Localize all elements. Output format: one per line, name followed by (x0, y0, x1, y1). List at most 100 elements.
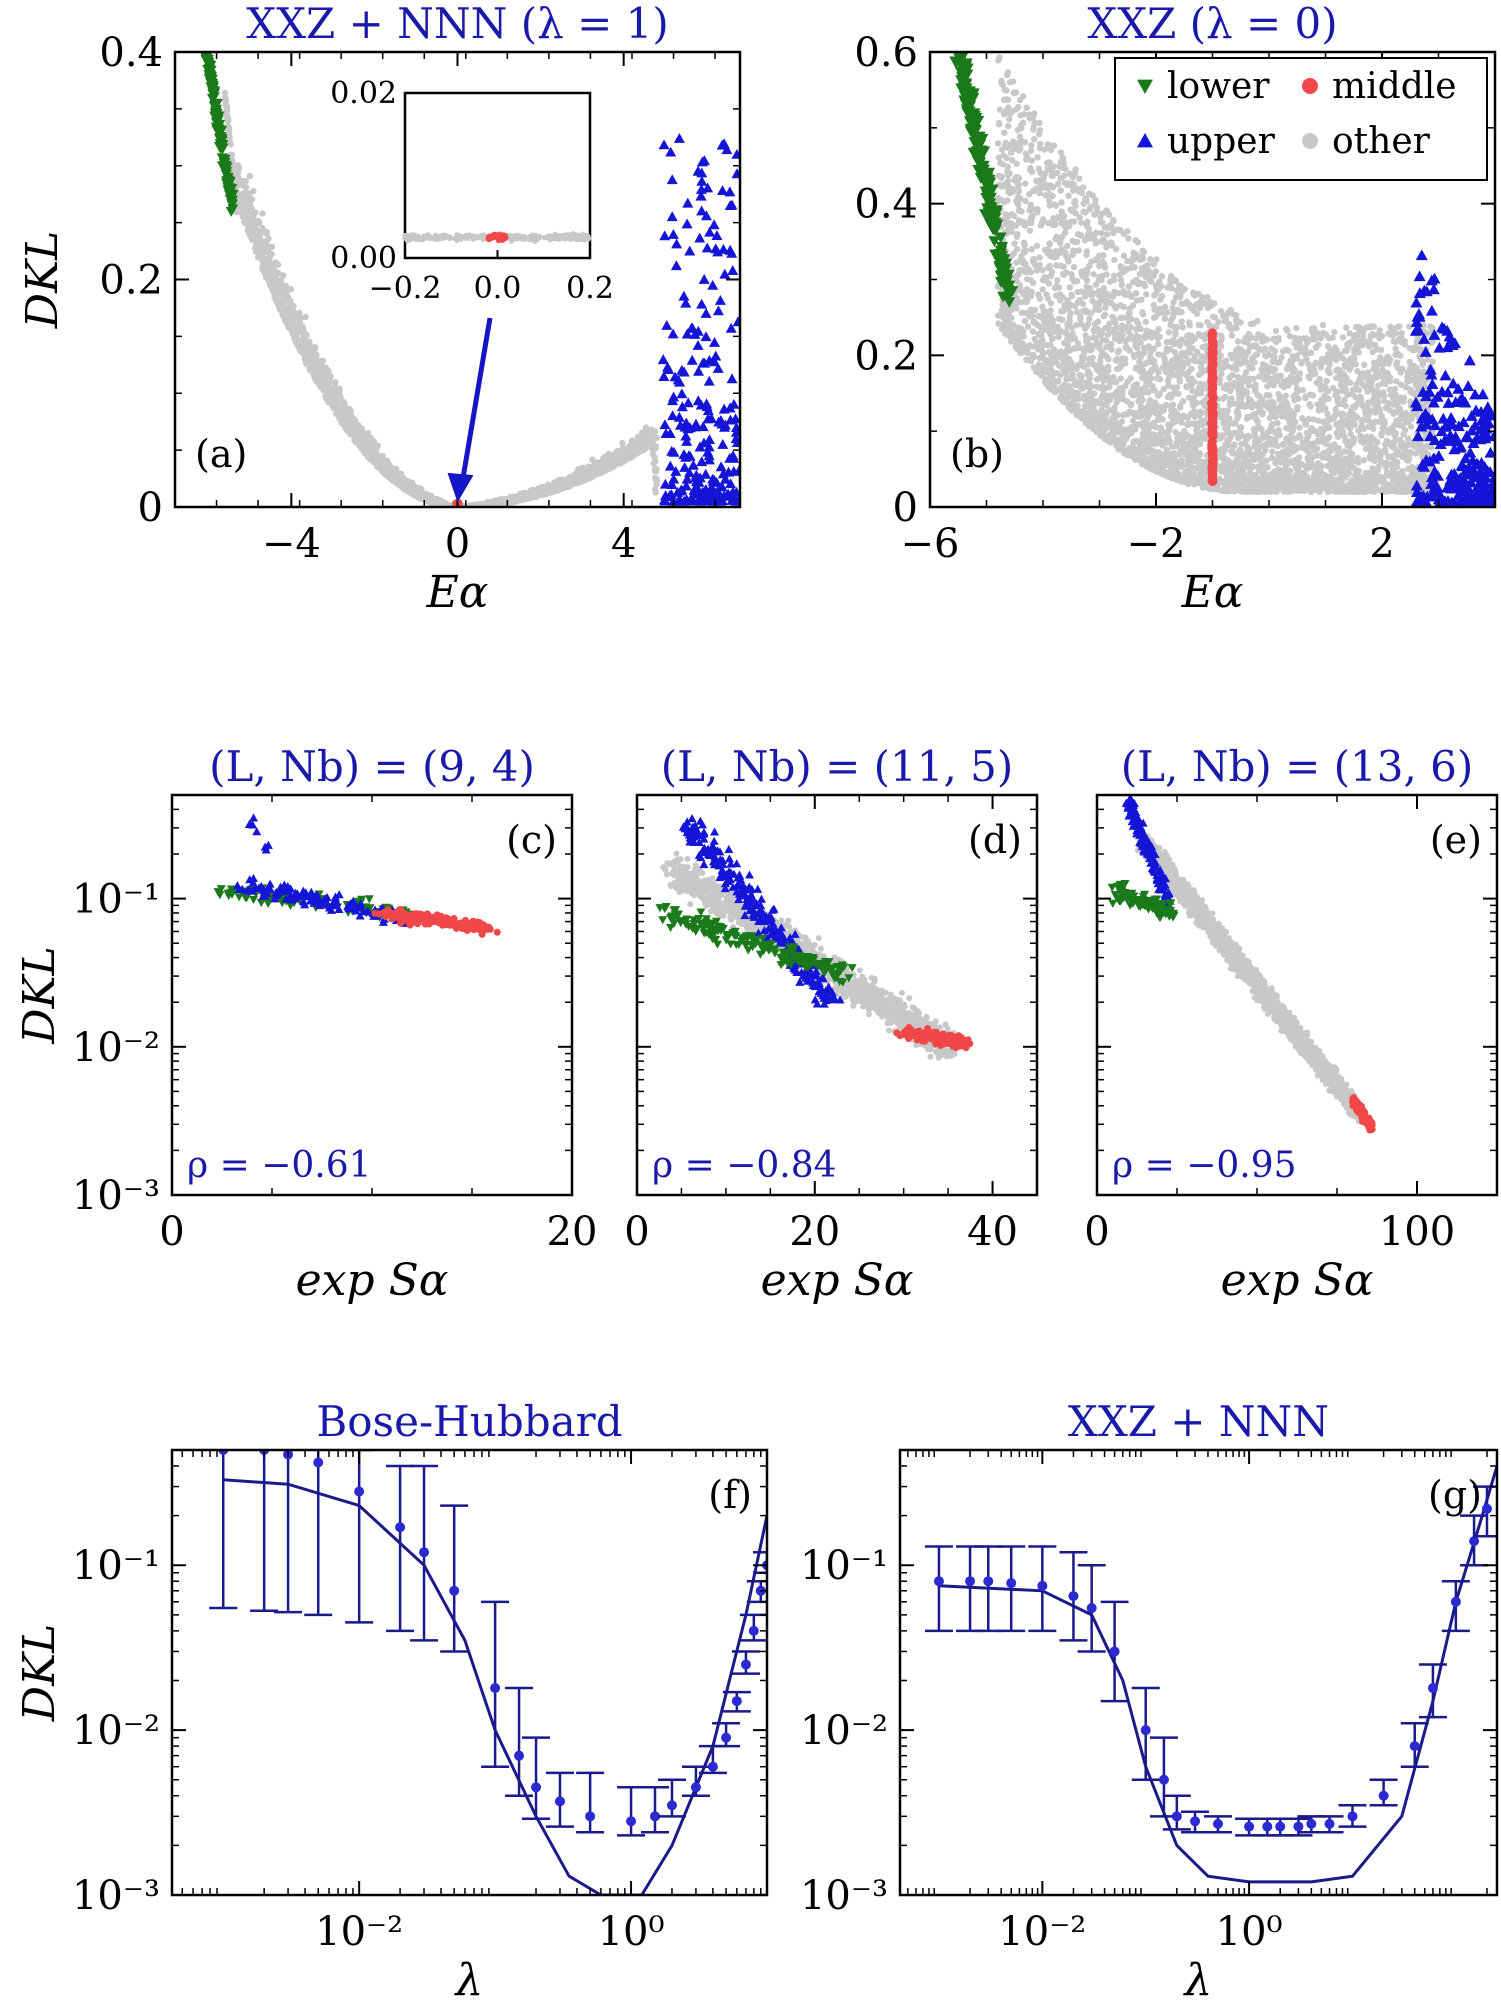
other-point (250, 187, 257, 195)
upper-point (712, 305, 724, 316)
other-point (1268, 345, 1275, 352)
inset-other-point (412, 236, 419, 242)
panel-label: (a) (195, 432, 247, 476)
other-point (625, 453, 633, 461)
upper-point (686, 354, 698, 365)
other-point (648, 436, 655, 443)
other-point (280, 291, 287, 299)
upper-point (727, 450, 739, 461)
y-axis-label: DKL (17, 231, 68, 329)
other-point (1331, 328, 1338, 336)
other-point (324, 369, 331, 376)
upper-point (721, 144, 733, 155)
panel-title: XXZ + NNN (λ = 1) (246, 0, 668, 48)
upper-point (689, 421, 701, 432)
other-point (345, 412, 352, 419)
upper-point (659, 230, 671, 241)
other-point (1030, 135, 1038, 143)
other-point (1039, 286, 1046, 293)
other-point (1139, 311, 1147, 318)
other-point (1196, 440, 1204, 448)
other-point (1028, 157, 1036, 164)
other-point (268, 261, 276, 268)
other-point (1010, 138, 1017, 145)
other-point (330, 398, 337, 406)
other-point (589, 456, 596, 463)
upper-point (696, 456, 708, 467)
other-point (223, 105, 231, 112)
other-point (337, 393, 344, 401)
inset-arrow (461, 317, 493, 476)
other-point (506, 498, 513, 505)
upper-point (707, 279, 719, 290)
upper-point (716, 481, 728, 492)
other-point (570, 478, 577, 485)
other-point (293, 313, 300, 321)
other-point (1396, 323, 1403, 330)
other-point (392, 477, 400, 485)
other-point (1108, 341, 1115, 348)
other-point (1274, 420, 1281, 427)
other-point (1158, 273, 1166, 280)
inset-middle-point (486, 235, 493, 242)
upper-point (728, 398, 740, 409)
other-point (257, 240, 264, 247)
arrow-head-icon (447, 472, 474, 503)
other-point (653, 477, 660, 485)
upper-point (699, 357, 711, 368)
upper-point (728, 466, 740, 476)
upper-point (670, 260, 682, 271)
other-point (334, 410, 342, 418)
upper-point (693, 365, 705, 376)
other-point (492, 499, 499, 507)
other-point (1220, 384, 1228, 392)
other-point (635, 442, 643, 449)
upper-point (667, 395, 679, 406)
other-point (651, 486, 659, 493)
other-point (1169, 420, 1176, 427)
other-point (257, 254, 264, 261)
upper-point (686, 322, 698, 333)
upper-point (700, 483, 712, 494)
upper-point (678, 290, 690, 301)
other-point (1172, 429, 1179, 436)
upper-point (727, 265, 739, 275)
upper-point (668, 473, 680, 484)
upper-point (661, 320, 673, 330)
upper-point (658, 371, 670, 381)
upper-point (673, 132, 685, 143)
upper-point (696, 175, 708, 186)
lower-point (215, 131, 227, 142)
plot-area-b (949, 52, 1495, 507)
upper-point (724, 200, 736, 211)
x-tick-label: 0 (445, 521, 470, 567)
other-point (349, 421, 356, 428)
other-point (284, 304, 292, 311)
other-point (1129, 417, 1137, 424)
upper-point (678, 366, 690, 377)
other-point (1036, 254, 1043, 261)
other-point (429, 498, 436, 505)
other-point (522, 493, 529, 501)
upper-point (725, 478, 737, 489)
other-point (336, 385, 343, 392)
other-point (262, 241, 270, 248)
inset-other-point (509, 236, 515, 242)
other-point (399, 479, 406, 487)
other-point (1076, 214, 1083, 221)
other-point (1055, 333, 1062, 341)
inset-other-point (585, 236, 592, 242)
other-point (315, 380, 322, 387)
upper-point (664, 428, 676, 439)
upper-point (676, 401, 688, 412)
other-point (1033, 242, 1041, 249)
other-point (1049, 192, 1056, 200)
inset-other-point (427, 234, 434, 240)
lower-point (211, 125, 223, 136)
other-point (1076, 175, 1083, 182)
other-point (286, 299, 294, 306)
other-point (221, 89, 229, 97)
upper-point (680, 430, 692, 441)
upper-point (717, 468, 729, 479)
